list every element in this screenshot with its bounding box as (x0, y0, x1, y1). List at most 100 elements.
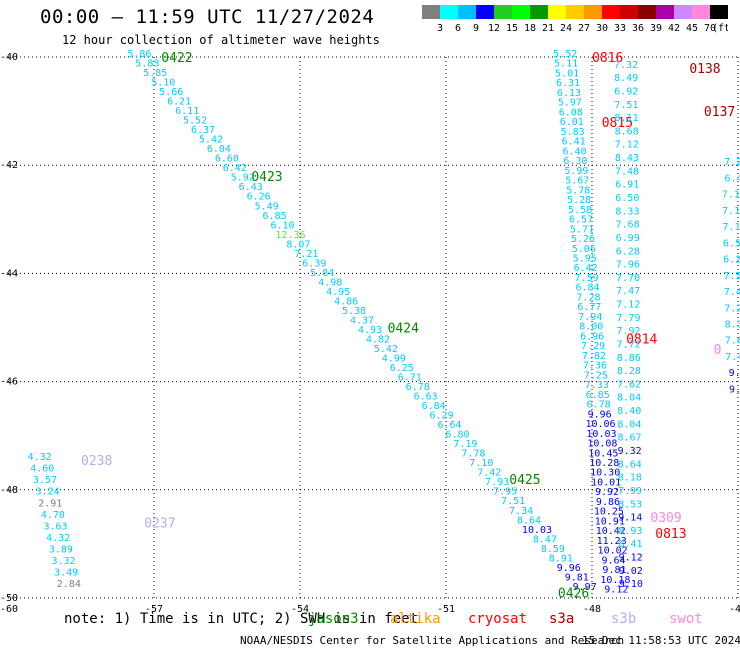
wave-height-label: 6.13 (557, 88, 581, 99)
wave-height-label: 7.12 (616, 300, 640, 311)
pass-time-label: 0424 (388, 322, 419, 337)
wave-height-label: 10.03 (586, 429, 616, 440)
wave-height-label: 4.37 (350, 315, 374, 326)
wave-height-label: 6.78 (587, 400, 611, 411)
wave-height-label: 10.91 (595, 516, 625, 527)
footer-credit: NOAA/NESDIS Center for Satellite Applica… (240, 634, 625, 647)
wave-height-label: 5.71 (570, 224, 594, 235)
wave-height-label: 6.43 (239, 182, 263, 193)
colorbar-swatch (692, 5, 710, 19)
wave-height-label: 8.18 (618, 473, 642, 484)
wave-height-label: 6.28 (616, 246, 640, 257)
wave-height-label: 7.2 (724, 157, 740, 168)
wave-height-label: 5.28 (567, 195, 591, 206)
wave-height-label: 8.04 (617, 393, 641, 404)
wave-height-label: 9.10 (619, 579, 643, 590)
wave-height-label: 10.42 (596, 526, 626, 537)
wave-height-label: 8.68 (615, 126, 639, 137)
wave-height-label: 6.78 (406, 382, 430, 393)
y-tick-label: -46 (0, 377, 18, 388)
wave-height-label: 7.78 (461, 449, 485, 460)
colorbar-tick-label: 27 (578, 23, 590, 34)
wave-height-label: 7.47 (616, 286, 640, 297)
wave-height-label: 3.57 (33, 475, 57, 486)
wave-height-label: 8.64 (517, 515, 541, 526)
pass-time-label: 0815 (602, 116, 633, 131)
wave-height-label: 4.95 (326, 287, 350, 298)
pass-time-label: 0425 (509, 473, 540, 488)
wave-height-label: 6.80 (445, 430, 469, 441)
wave-height-label: 5.52 (183, 116, 207, 127)
wave-height-label: 7.32 (614, 60, 638, 71)
wave-height-label: 5.49 (255, 201, 279, 212)
wave-height-label: 7.36 (583, 361, 607, 372)
wave-height-label: 5.10 (151, 78, 175, 89)
wave-height-label: 7.51 (614, 100, 638, 111)
wave-height-label: 3.63 (44, 521, 68, 532)
colorbar-swatch (674, 5, 692, 19)
pass-time-label: 0138 (689, 62, 720, 77)
pass-time-label: 0423 (251, 170, 282, 185)
satellite-cryosat: cryosat (468, 611, 528, 627)
wave-height-label: 7.28 (724, 303, 740, 314)
wave-height-label: 8.53 (618, 499, 642, 510)
wave-height-label: 7.92 (617, 326, 641, 337)
page-title: 00:00 – 11:59 UTC 11/27/2024 (40, 6, 375, 28)
wave-height-label: 8.43 (615, 153, 639, 164)
wave-height-label: 5.83 (561, 127, 585, 138)
wave-height-label: 7.42 (477, 468, 501, 479)
wave-height-label: 9.96 (588, 409, 612, 420)
x-tick-label: -54 (291, 604, 309, 612)
wave-height-label: 7.10 (469, 458, 493, 469)
wave-height-label: 8.07 (286, 239, 310, 250)
wave-height-label: 5.42 (374, 344, 398, 355)
wave-height-label: 6.92 (614, 86, 638, 97)
colorbar-tick-label: 12 (488, 23, 500, 34)
wave-height-label: 6.85 (263, 211, 287, 222)
wave-height-label: 4.93 (358, 325, 382, 336)
wave-height-label: 2.91 (38, 498, 62, 509)
colorbar-tick-label: 45 (686, 23, 698, 34)
colorbar-swatch (530, 5, 548, 19)
colorbar-tick-label: 24 (560, 23, 572, 34)
wave-height-label: 2.84 (57, 579, 81, 590)
wave-height-label: 7.70 (616, 273, 640, 284)
pass-time-label: 0422 (161, 51, 192, 66)
satellite-jason3: jason3 (308, 611, 359, 627)
wave-height-label: 8.33 (615, 206, 639, 217)
wave-height-label: 6.01 (560, 117, 584, 128)
wave-height-label: 6.42 (574, 263, 598, 274)
wave-height-label: 9.81 (602, 565, 626, 576)
wave-height-label: 6.25 (390, 363, 414, 374)
wave-height-label: 5.66 (159, 87, 183, 98)
colorbar-unit: (ft) (712, 23, 728, 34)
colorbar-swatch (512, 5, 530, 19)
colorbar-swatch (602, 5, 620, 19)
wave-height-label: 5.78 (566, 185, 590, 196)
pass-time-label: 0238 (81, 454, 112, 469)
wave-height-label: 6.77 (577, 302, 601, 313)
colorbar-swatch (656, 5, 674, 19)
wave-height-label: 6.37 (191, 125, 215, 136)
wave-height-label: 7.33 (585, 380, 609, 391)
footer-generated: 15 Dec 11:58:53 UTC 2024 (582, 634, 740, 647)
colorbar-swatch (620, 5, 638, 19)
wave-height-label: 3.49 (54, 568, 78, 579)
wave-height-label: 6.50 (723, 238, 740, 249)
wave-height-label: 6.50 (615, 193, 639, 204)
colorbar-tick-label: 30 (596, 23, 608, 34)
colorbar-tick-label: 6 (455, 23, 461, 34)
wave-height-label: 10.45 (588, 448, 618, 459)
wave-height-label: 10.03 (522, 525, 552, 536)
wave-height-label: 6.29 (430, 411, 454, 422)
wave-height-label: 10.06 (585, 419, 615, 430)
wave-height-label: 5.58 (568, 205, 592, 216)
y-tick-label: -48 (0, 485, 18, 496)
wave-height-label: 5.06 (572, 244, 596, 255)
y-tick-label: -44 (0, 268, 18, 279)
wave-height-label: 8.86 (617, 353, 641, 364)
colorbar-tick-label: 42 (668, 23, 680, 34)
wave-height-label: 6.39 (302, 258, 326, 269)
colorbar-tick-label: 70 (704, 23, 716, 34)
wave-height-label: 7.15 (722, 206, 740, 217)
